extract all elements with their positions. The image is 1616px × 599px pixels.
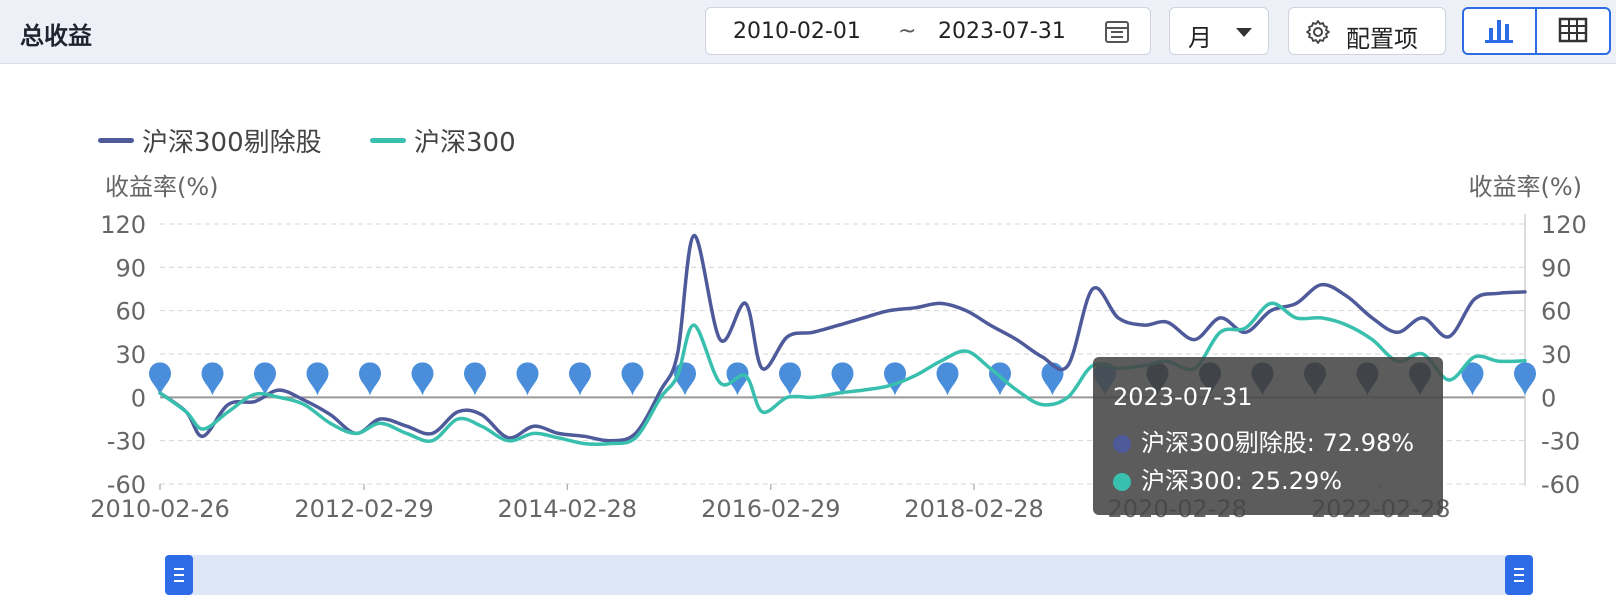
- chevron-down-icon: [1236, 28, 1252, 37]
- tooltip-date: 2023-07-31: [1113, 383, 1253, 411]
- series-line-hs300: [158, 301, 1527, 447]
- tooltip-row: 沪深300: 25.29%: [1113, 461, 1342, 496]
- date-range-picker[interactable]: 2010-02-01 ~ 2023-07-31: [705, 7, 1151, 55]
- y-tick-label-right: 120: [1541, 211, 1587, 239]
- event-marker: [306, 362, 329, 396]
- y-tick-label-right: 60: [1541, 298, 1572, 326]
- slider-track[interactable]: [175, 555, 1525, 595]
- event-marker: [359, 362, 381, 396]
- tooltip-value: 沪深300: 25.29%: [1141, 467, 1343, 495]
- range-slider[interactable]: [165, 555, 1535, 595]
- chart-view-button[interactable]: [1464, 9, 1537, 53]
- event-marker: [936, 362, 959, 396]
- series-line-excl: [158, 233, 1527, 443]
- x-tick-label: 2016-02-29: [701, 495, 840, 523]
- date-separator: ~: [898, 19, 917, 44]
- bar-chart-icon: [1485, 20, 1513, 43]
- y-tick-label-right: 90: [1541, 254, 1572, 282]
- y-tick-label-left: -30: [107, 428, 146, 456]
- slider-handle-left[interactable]: [165, 555, 193, 595]
- tooltip-dot: [1113, 435, 1131, 453]
- x-tick-label: 2012-02-29: [294, 495, 433, 523]
- event-marker: [411, 362, 434, 396]
- event-marker: [1041, 362, 1064, 396]
- page-title: 总收益: [20, 22, 92, 50]
- tooltip-row: 沪深300剔除股: 72.98%: [1113, 423, 1414, 458]
- tooltip-dot: [1113, 473, 1131, 491]
- date-start[interactable]: 2010-02-01: [733, 19, 861, 44]
- legend-swatch: [98, 138, 134, 143]
- event-marker: [569, 362, 592, 396]
- event-marker: [1514, 362, 1536, 396]
- event-marker: [621, 362, 644, 396]
- y-axis-label-right: 收益率(%): [1468, 173, 1582, 201]
- event-marker: [201, 362, 224, 396]
- event-marker: [831, 362, 854, 396]
- period-select[interactable]: 月: [1169, 7, 1269, 55]
- period-value: 月: [1188, 24, 1212, 52]
- y-tick-label-left: 30: [115, 341, 146, 369]
- y-tick-label-left: 120: [100, 211, 146, 239]
- y-tick-label-right: 30: [1541, 341, 1572, 369]
- drag-handle-icon: [1514, 568, 1524, 582]
- legend-item-excl[interactable]: 沪深300剔除股: [98, 122, 322, 159]
- event-marker: [464, 362, 486, 396]
- calendar-icon[interactable]: [1104, 19, 1130, 45]
- x-tick-label: 2010-02-26: [90, 495, 229, 523]
- drag-handle-icon: [174, 568, 184, 582]
- legend-swatch: [370, 138, 406, 143]
- legend-item-hs300[interactable]: 沪深300: [370, 122, 516, 159]
- legend-label: 沪深300: [414, 128, 516, 158]
- toolbar: 总收益 2010-02-01 ~ 2023-07-31 月 配置项: [0, 0, 1616, 64]
- y-tick-label-left: 60: [115, 298, 146, 326]
- table-icon: [1558, 17, 1588, 43]
- table-view-button[interactable]: [1537, 9, 1609, 53]
- event-marker: [149, 362, 171, 396]
- x-tick-label: 2018-02-28: [904, 495, 1043, 523]
- y-tick-label-left: 0: [131, 384, 146, 412]
- y-tick-label-right: 0: [1541, 384, 1556, 412]
- gear-icon: [1306, 20, 1330, 44]
- event-marker: [1461, 362, 1484, 396]
- event-marker: [779, 362, 801, 396]
- event-marker: [516, 362, 539, 396]
- config-label: 配置项: [1346, 25, 1418, 53]
- y-tick-label-right: -30: [1541, 428, 1580, 456]
- y-tick-label-left: 90: [115, 254, 146, 282]
- tooltip-value: 沪深300剔除股: 72.98%: [1141, 429, 1415, 457]
- y-axis-label-left: 收益率(%): [105, 173, 219, 201]
- config-button[interactable]: 配置项: [1288, 7, 1446, 55]
- chart-tooltip: 2023-07-31 沪深300剔除股: 72.98% 沪深300: 25.29…: [1093, 357, 1443, 515]
- x-tick-label: 2014-02-28: [498, 495, 637, 523]
- view-toggle: [1462, 7, 1611, 55]
- slider-handle-right[interactable]: [1505, 555, 1533, 595]
- y-tick-label-right: -60: [1541, 471, 1580, 499]
- event-marker: [884, 362, 907, 396]
- y-tick-label-left: -60: [107, 471, 146, 499]
- date-end[interactable]: 2023-07-31: [938, 19, 1066, 44]
- event-marker: [254, 362, 276, 396]
- legend-label: 沪深300剔除股: [142, 128, 322, 158]
